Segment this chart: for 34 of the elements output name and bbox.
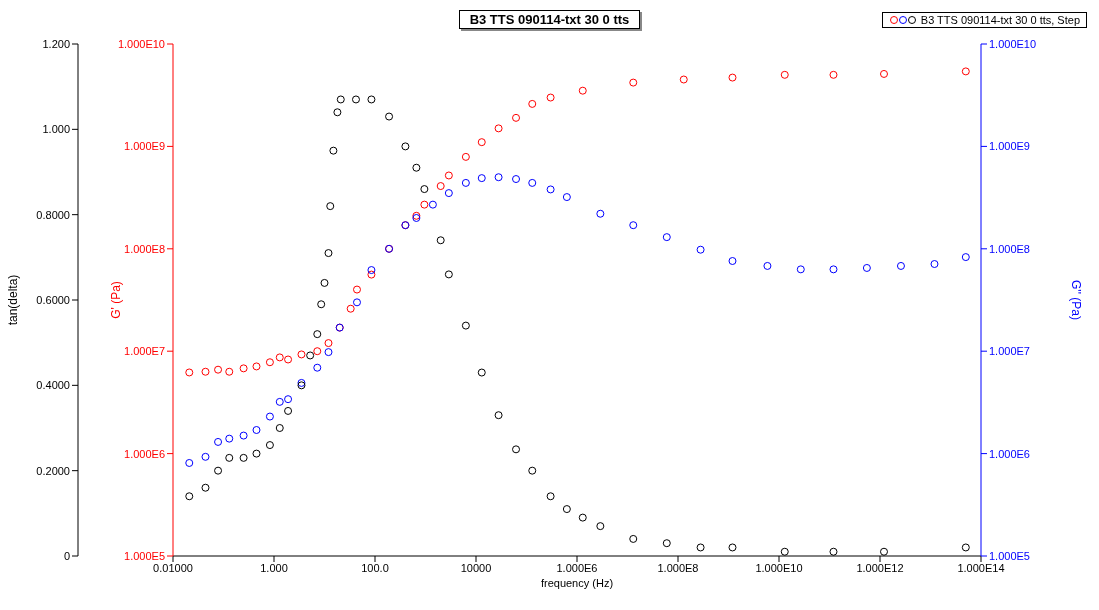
text: 1.000E10 <box>989 37 1037 50</box>
x-axis-title: frequency (Hz) <box>540 577 614 589</box>
x-tick-label: 1.000E12 <box>856 561 904 574</box>
chart-title: B3 TTS 090114-txt 30 0 tts <box>458 10 641 29</box>
y2-tick-label: 0 <box>63 549 70 562</box>
y2-tick-label: 0.6000 <box>36 293 70 306</box>
text: 1.000E8 <box>989 242 1030 255</box>
text: 1.000E9 <box>989 140 1030 153</box>
y-axis-title: G' (Pa) <box>109 281 124 319</box>
text: 1.000E5 <box>989 549 1030 562</box>
y-tick-label: 1.000E6 <box>124 447 165 460</box>
x-tick-label: 1.000E8 <box>657 561 699 574</box>
y2-tick-label: 0.4000 <box>36 379 70 392</box>
y2-axis-title: tan(delta) <box>6 274 21 326</box>
y-tick-label: 1.000E10 <box>117 37 165 50</box>
y2-tick-label: 0.2000 <box>36 464 70 477</box>
x-tick-label: 100.0 <box>361 561 389 574</box>
x-tick-label: 1.000E14 <box>957 561 1005 574</box>
x-tick-label: 0.01000 <box>153 561 193 574</box>
x-tick-label: 10000 <box>460 561 492 574</box>
text: G'' (Pa) <box>1068 280 1083 320</box>
y2-tick-label: 1.200 <box>42 37 70 50</box>
legend-title: B3 TTS 090114-txt 30 0 tts, Step <box>920 14 1080 26</box>
y2-tick-label: 1.000 <box>42 123 70 136</box>
text: 1.000E7 <box>989 345 1030 358</box>
x-tick-label: 1.000E6 <box>556 561 598 574</box>
y-tick-label: 1.000E5 <box>124 549 165 562</box>
x-tick-label: 1.000 <box>260 561 288 574</box>
y2-tick-label: 0.8000 <box>36 208 70 221</box>
y-tick-label: 1.000E8 <box>124 242 165 255</box>
y-tick-label: 1.000E9 <box>124 140 165 153</box>
x-tick-label: 1.000E10 <box>755 561 803 574</box>
y-tick-label: 1.000E7 <box>124 345 165 358</box>
text: 1.000E6 <box>989 447 1030 460</box>
